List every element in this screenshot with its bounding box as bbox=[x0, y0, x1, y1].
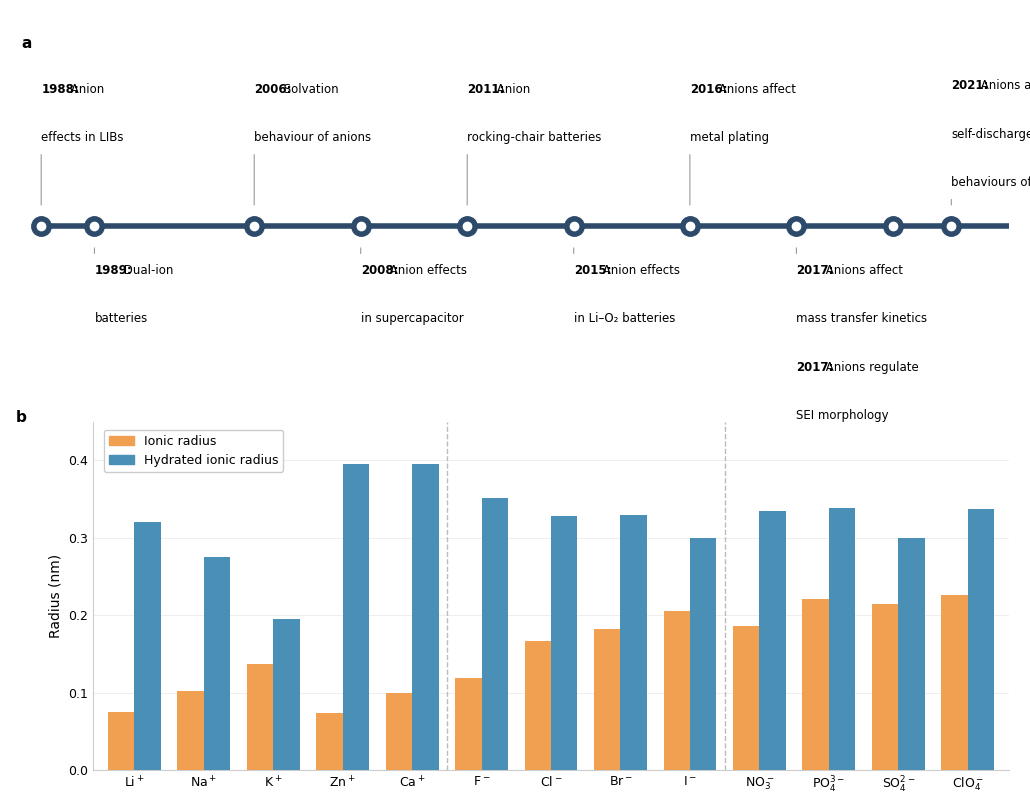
Text: SEI morphology: SEI morphology bbox=[796, 410, 889, 423]
Bar bbox=[482, 498, 508, 770]
Bar bbox=[941, 595, 968, 770]
Text: 2017:: 2017: bbox=[796, 264, 833, 277]
Text: Solvation: Solvation bbox=[280, 83, 338, 96]
Text: Anion effects: Anion effects bbox=[599, 264, 680, 277]
Bar bbox=[108, 711, 134, 770]
Text: 2017:: 2017: bbox=[796, 361, 833, 374]
Text: behaviour of anions: behaviour of anions bbox=[254, 131, 372, 144]
Bar bbox=[177, 692, 204, 770]
Text: 2015:: 2015: bbox=[574, 264, 611, 277]
Bar bbox=[524, 641, 551, 770]
Text: 2011:: 2011: bbox=[468, 83, 505, 96]
Bar bbox=[316, 713, 343, 770]
Bar bbox=[412, 465, 439, 770]
Text: a: a bbox=[22, 36, 32, 51]
Text: rocking-chair batteries: rocking-chair batteries bbox=[468, 131, 602, 144]
Text: 2006:: 2006: bbox=[254, 83, 291, 96]
Text: Anions affect: Anions affect bbox=[716, 83, 796, 96]
Text: in Li–O₂ batteries: in Li–O₂ batteries bbox=[574, 312, 675, 325]
Text: Anion: Anion bbox=[67, 83, 104, 96]
Bar bbox=[898, 538, 925, 770]
Text: self-discharge: self-discharge bbox=[952, 127, 1030, 140]
Bar bbox=[871, 604, 898, 770]
Text: 2021:: 2021: bbox=[952, 79, 989, 92]
Text: Anions affect: Anions affect bbox=[822, 264, 903, 277]
Bar bbox=[594, 629, 620, 770]
Bar bbox=[204, 556, 230, 770]
Text: batteries: batteries bbox=[95, 312, 147, 325]
Bar bbox=[829, 508, 855, 770]
Bar bbox=[690, 538, 716, 770]
Bar bbox=[343, 465, 369, 770]
Text: Anions regulate: Anions regulate bbox=[822, 361, 919, 374]
Text: mass transfer kinetics: mass transfer kinetics bbox=[796, 312, 928, 325]
Bar bbox=[455, 678, 482, 770]
Bar bbox=[802, 599, 829, 770]
Text: Anion effects: Anion effects bbox=[386, 264, 468, 277]
Bar bbox=[273, 620, 300, 770]
Bar bbox=[759, 511, 786, 770]
Text: Dual-ion: Dual-ion bbox=[119, 264, 173, 277]
Bar bbox=[733, 625, 759, 770]
Bar bbox=[968, 508, 994, 770]
Bar bbox=[551, 517, 578, 770]
Bar bbox=[134, 522, 161, 770]
Text: 1989:: 1989: bbox=[95, 264, 132, 277]
Bar bbox=[663, 611, 690, 770]
Y-axis label: Radius (nm): Radius (nm) bbox=[48, 554, 62, 638]
Text: 2016:: 2016: bbox=[690, 83, 727, 96]
Text: metal plating: metal plating bbox=[690, 131, 769, 144]
Text: 1988:: 1988: bbox=[41, 83, 79, 96]
Bar bbox=[620, 515, 647, 770]
Bar bbox=[247, 663, 273, 770]
Text: 2008:: 2008: bbox=[360, 264, 399, 277]
Text: Anion: Anion bbox=[492, 83, 530, 96]
Text: in supercapacitor: in supercapacitor bbox=[360, 312, 464, 325]
Text: effects in LIBs: effects in LIBs bbox=[41, 131, 124, 144]
Bar bbox=[386, 693, 412, 770]
Text: Anions affect: Anions affect bbox=[976, 79, 1030, 92]
Legend: Ionic radius, Hydrated ionic radius: Ionic radius, Hydrated ionic radius bbox=[104, 430, 283, 472]
Text: b: b bbox=[15, 410, 27, 424]
Text: behaviours of ZIC: behaviours of ZIC bbox=[952, 176, 1030, 189]
